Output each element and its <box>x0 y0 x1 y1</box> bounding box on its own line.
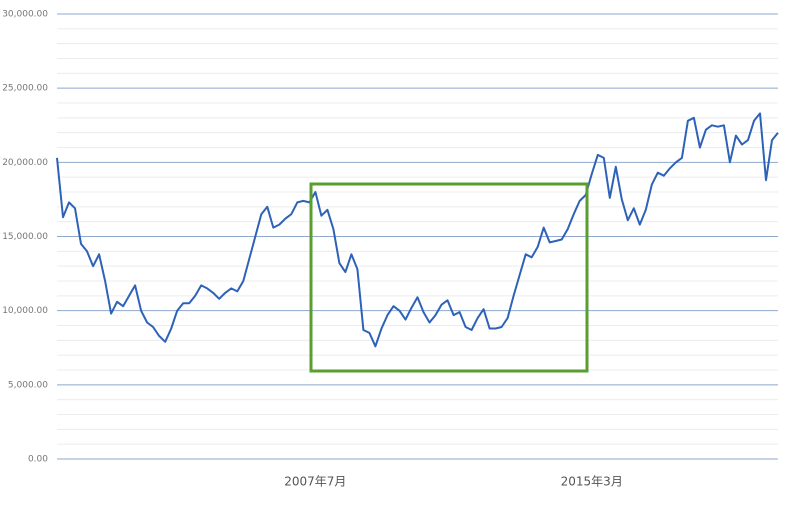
y-tick-label: 15,000.00 <box>2 232 48 242</box>
y-tick-label: 0.00 <box>28 455 48 465</box>
y-tick-label: 25,000.00 <box>2 84 48 94</box>
highlight-box <box>309 182 589 373</box>
y-tick-label: 20,000.00 <box>2 158 48 168</box>
y-tick-label: 10,000.00 <box>2 306 48 316</box>
x-tick-label: 2007年7月 <box>284 475 346 489</box>
y-tick-label: 5,000.00 <box>8 380 48 390</box>
x-tick-label: 2015年3月 <box>561 475 623 489</box>
series-line <box>56 112 779 348</box>
y-tick-label: 30,000.00 <box>2 10 48 20</box>
